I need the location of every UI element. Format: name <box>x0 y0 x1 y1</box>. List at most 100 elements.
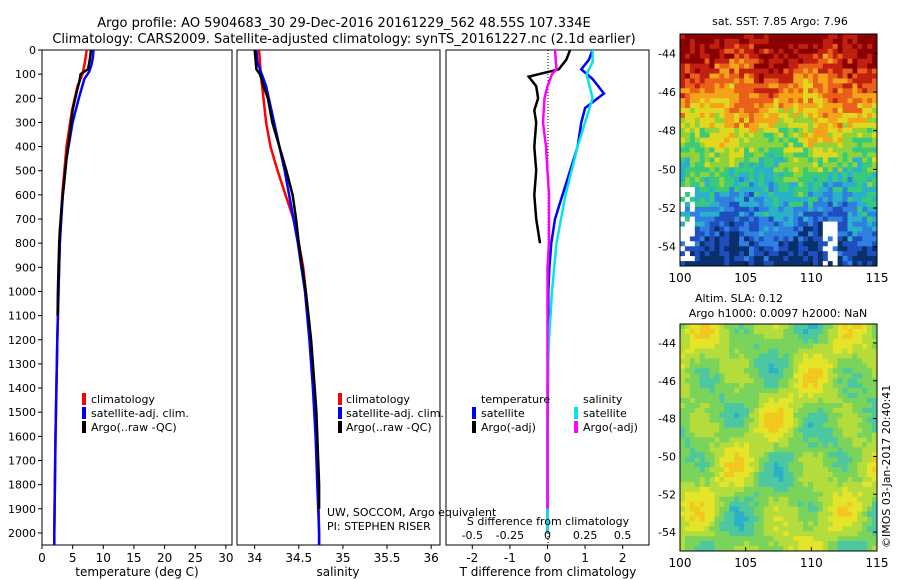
heatmap-cell <box>709 324 715 330</box>
heatmap-cell <box>739 343 745 349</box>
heatmap-cell <box>694 122 701 129</box>
heatmap-cell <box>719 506 725 512</box>
heatmap-cell <box>739 412 745 419</box>
heatmap-cell <box>680 117 686 124</box>
heatmap-cell <box>689 83 696 89</box>
heatmap-cell <box>842 201 848 208</box>
heatmap-cell <box>847 63 853 69</box>
heatmap-cell <box>680 34 686 40</box>
heatmap-cell <box>852 343 858 349</box>
heatmap-cell-missing <box>680 231 686 237</box>
heatmap-cell-missing <box>832 261 838 267</box>
heatmap-cell <box>758 68 765 74</box>
heatmap-cell <box>857 486 863 493</box>
heatmap-cell <box>753 103 760 109</box>
heatmap-cell <box>867 251 873 257</box>
heatmap-cell <box>847 162 853 168</box>
heatmap-cell <box>842 333 848 340</box>
heatmap-cell <box>837 182 843 188</box>
heatmap-cell <box>793 481 799 488</box>
heatmap-cell <box>872 147 878 153</box>
heatmap-cell <box>729 251 735 257</box>
heatmap-cell <box>744 432 750 438</box>
heatmap-cell <box>734 437 740 443</box>
heatmap-cell <box>778 378 784 384</box>
heatmap-cell <box>817 147 824 153</box>
heatmap-cell <box>749 526 755 532</box>
heatmap-cell <box>837 93 843 99</box>
heatmap-cell <box>734 187 740 193</box>
heatmap-cell <box>734 511 740 517</box>
heatmap-cell <box>758 383 765 389</box>
heatmap-cell <box>758 256 765 262</box>
heatmap-cell <box>744 98 750 104</box>
heatmap-cell <box>788 368 794 374</box>
heatmap-cell <box>817 187 824 193</box>
heatmap-cell <box>872 496 878 502</box>
heatmap-cell <box>778 457 784 463</box>
heatmap-cell <box>808 172 814 178</box>
heatmap-cell <box>763 407 769 414</box>
heatmap-cell <box>753 536 760 542</box>
heatmap-cell <box>734 407 740 414</box>
heatmap-cell <box>813 368 819 374</box>
heatmap-cell <box>773 462 779 468</box>
heatmap-cell <box>758 206 765 213</box>
heatmap-cell <box>837 172 843 178</box>
heatmap-cell <box>744 78 750 84</box>
heatmap-cell <box>749 216 755 222</box>
heatmap-cell <box>872 447 878 453</box>
heatmap-cell <box>704 236 710 242</box>
heatmap-cell <box>808 192 814 198</box>
heatmap-cell <box>724 338 730 345</box>
heatmap-cell <box>763 206 769 213</box>
heatmap-cell <box>699 398 705 404</box>
heatmap-cell-missing <box>827 241 834 247</box>
heatmap-cell <box>803 531 809 537</box>
heatmap-cell <box>684 53 691 59</box>
heatmap-cell <box>857 358 863 364</box>
heatmap-cell <box>788 432 794 438</box>
heatmap-cell <box>842 113 848 119</box>
heatmap-cell <box>862 48 868 55</box>
heatmap-cell <box>680 162 686 168</box>
heatmap-cell <box>724 88 730 94</box>
heatmap-cell <box>852 58 858 64</box>
heatmap-cell <box>709 83 715 89</box>
heatmap-cell <box>739 486 745 493</box>
heatmap-cell <box>813 457 819 463</box>
heatmap-cell <box>729 157 735 163</box>
heatmap-cell <box>847 363 853 369</box>
heatmap-cell <box>753 142 760 148</box>
heatmap-cell <box>719 201 725 208</box>
heatmap-cell <box>847 467 853 473</box>
heatmap-cell <box>867 452 873 458</box>
heatmap-cell <box>842 477 848 483</box>
heatmap-cell <box>714 368 720 374</box>
heatmap-cell <box>808 157 814 163</box>
heatmap-cell <box>788 192 794 198</box>
heatmap-cell <box>788 516 794 522</box>
heatmap-cell <box>753 358 760 364</box>
heatmap-cell <box>734 68 740 74</box>
heatmap-cell <box>689 506 696 512</box>
heatmap-cell <box>704 38 710 45</box>
heatmap-cell <box>862 516 868 522</box>
heatmap-cell <box>798 147 804 153</box>
heatmap-cell <box>862 467 868 473</box>
heatmap-cell <box>817 536 824 542</box>
heatmap-cell <box>768 211 774 217</box>
heatmap-cell <box>680 88 686 94</box>
heatmap-cell <box>847 73 853 79</box>
heatmap-cell <box>778 511 784 517</box>
heatmap-cell <box>689 378 696 384</box>
heatmap-cell <box>729 211 735 217</box>
heatmap-cell <box>857 236 863 242</box>
heatmap-cell <box>714 526 720 532</box>
heatmap-cell <box>749 353 755 359</box>
heatmap-cell <box>763 132 769 138</box>
heatmap-cell <box>714 88 720 94</box>
heatmap-cell <box>778 506 784 512</box>
heatmap-cell <box>827 432 834 438</box>
heatmap-cell <box>758 388 765 394</box>
